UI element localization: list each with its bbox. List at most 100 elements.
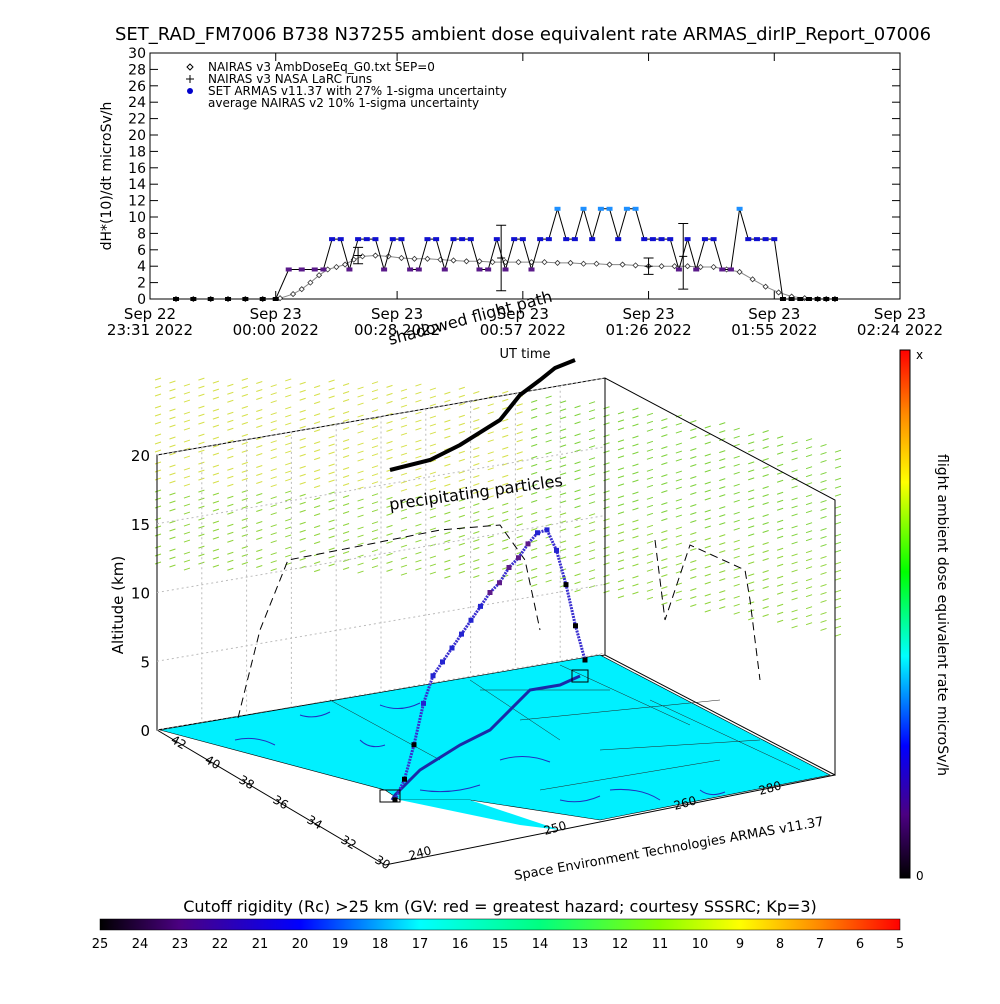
particle-mark <box>444 419 451 439</box>
map-base <box>159 654 831 821</box>
flight-path-point <box>573 623 578 629</box>
rigidity-contour <box>359 739 386 748</box>
particle-mark <box>154 461 162 481</box>
ts-xtick-date-3: Sep 23 <box>497 305 549 323</box>
state-boundary <box>649 699 801 771</box>
ts-frame <box>149 52 901 300</box>
particle-mark <box>328 547 335 567</box>
particle-mark <box>603 406 610 426</box>
ts-ytick-label-9: 18 <box>128 144 146 160</box>
particle-mark <box>834 449 842 469</box>
particle-mark <box>386 468 393 488</box>
particle-mark <box>386 384 393 404</box>
armas-point <box>684 237 691 242</box>
particle-mark <box>299 409 306 429</box>
particle-mark <box>429 555 437 575</box>
particle-mark <box>285 378 292 398</box>
armas-point <box>597 206 604 211</box>
rigidity-tick-5: 20 <box>292 937 309 952</box>
particle-mark <box>820 499 827 519</box>
rigidity-tick-2: 23 <box>172 937 189 952</box>
flight-path-point <box>459 631 464 637</box>
particle-mark <box>154 377 162 397</box>
armas-point <box>511 237 518 242</box>
lon-tick-3: 280 <box>757 778 783 797</box>
particle-mark <box>675 442 683 462</box>
ts-xtick-date-2: Sep 23 <box>371 305 423 323</box>
particle-mark <box>169 464 176 484</box>
particle-mark <box>212 380 220 400</box>
armas-point <box>320 267 327 272</box>
particle-mark <box>762 486 769 505</box>
particle-mark <box>748 433 755 453</box>
rigidity-tick-7: 18 <box>372 937 389 952</box>
particle-mark <box>603 546 610 566</box>
particle-mark <box>328 407 335 427</box>
nairas-v3-point <box>606 261 613 268</box>
particle-mark <box>805 438 813 458</box>
particle-mark <box>502 418 509 438</box>
particle-mark <box>415 467 422 487</box>
armas-point <box>701 237 708 242</box>
particle-mark <box>675 582 683 602</box>
alt-tick-label-3: 15 <box>131 516 150 534</box>
ts-xtick-date-4: Sep 23 <box>622 305 674 323</box>
particle-mark <box>574 545 581 565</box>
ts-xtick-time-4: 01:26 2022 <box>605 321 691 339</box>
ts-xtick-time-5: 01:55 2022 <box>731 321 817 339</box>
particle-mark <box>285 462 292 482</box>
particle-mark <box>834 561 842 581</box>
particle-mark <box>342 467 350 486</box>
armas-point <box>632 206 639 211</box>
larc-run-errorbar <box>678 223 689 290</box>
particle-mark <box>270 524 277 544</box>
particle-mark <box>805 606 813 626</box>
particle-mark <box>545 395 552 415</box>
nairas-v3-point <box>632 262 639 269</box>
particle-mark <box>285 490 292 510</box>
particle-mark <box>719 590 726 610</box>
rigidity-contour <box>499 756 551 763</box>
armas-point <box>667 237 674 242</box>
armas-point <box>831 297 838 301</box>
particle-mark <box>227 439 234 459</box>
particle-mark <box>632 435 639 455</box>
particle-mark <box>820 555 827 575</box>
rigidity-tick-12: 13 <box>572 937 589 952</box>
rigidity-tick-19: 6 <box>856 937 864 952</box>
particle-mark <box>400 500 408 520</box>
lat-tick-4: 34 <box>305 812 325 832</box>
particle-mark <box>313 441 321 461</box>
particle-mark <box>776 491 784 511</box>
particle-mark <box>545 563 552 583</box>
flight-path-point <box>516 555 521 561</box>
particle-mark <box>791 497 798 517</box>
particle-mark <box>256 521 263 540</box>
armas-point <box>298 267 305 272</box>
particle-mark <box>632 547 639 567</box>
larc-run-errorbar <box>353 246 364 265</box>
armas-point <box>493 237 500 242</box>
armas-point <box>693 267 700 272</box>
particle-mark <box>675 414 683 434</box>
armas-point <box>381 267 388 272</box>
nairas-v3-point <box>619 261 626 268</box>
dose-colorbar-top: x <box>916 348 923 362</box>
particle-mark <box>762 570 769 589</box>
particle-mark <box>400 388 408 408</box>
particle-mark <box>328 379 335 399</box>
flight-path-point <box>554 547 559 553</box>
particle-mark <box>762 430 769 449</box>
state-boundary <box>539 759 721 791</box>
particle-mark <box>704 453 711 473</box>
particle-mark <box>776 547 784 567</box>
ts-ytick-label-5: 10 <box>128 210 146 226</box>
particle-mark <box>444 391 451 411</box>
particle-mark <box>285 434 292 454</box>
legend-entry-0: NAIRAS v3 AmbDoseEq_G0.txt SEP=0 <box>208 60 435 74</box>
ts-xtick-time-2: 00:28 2022 <box>354 321 440 339</box>
armas-point <box>407 267 414 272</box>
particle-mark <box>357 386 364 406</box>
top-projection-track <box>389 358 576 472</box>
